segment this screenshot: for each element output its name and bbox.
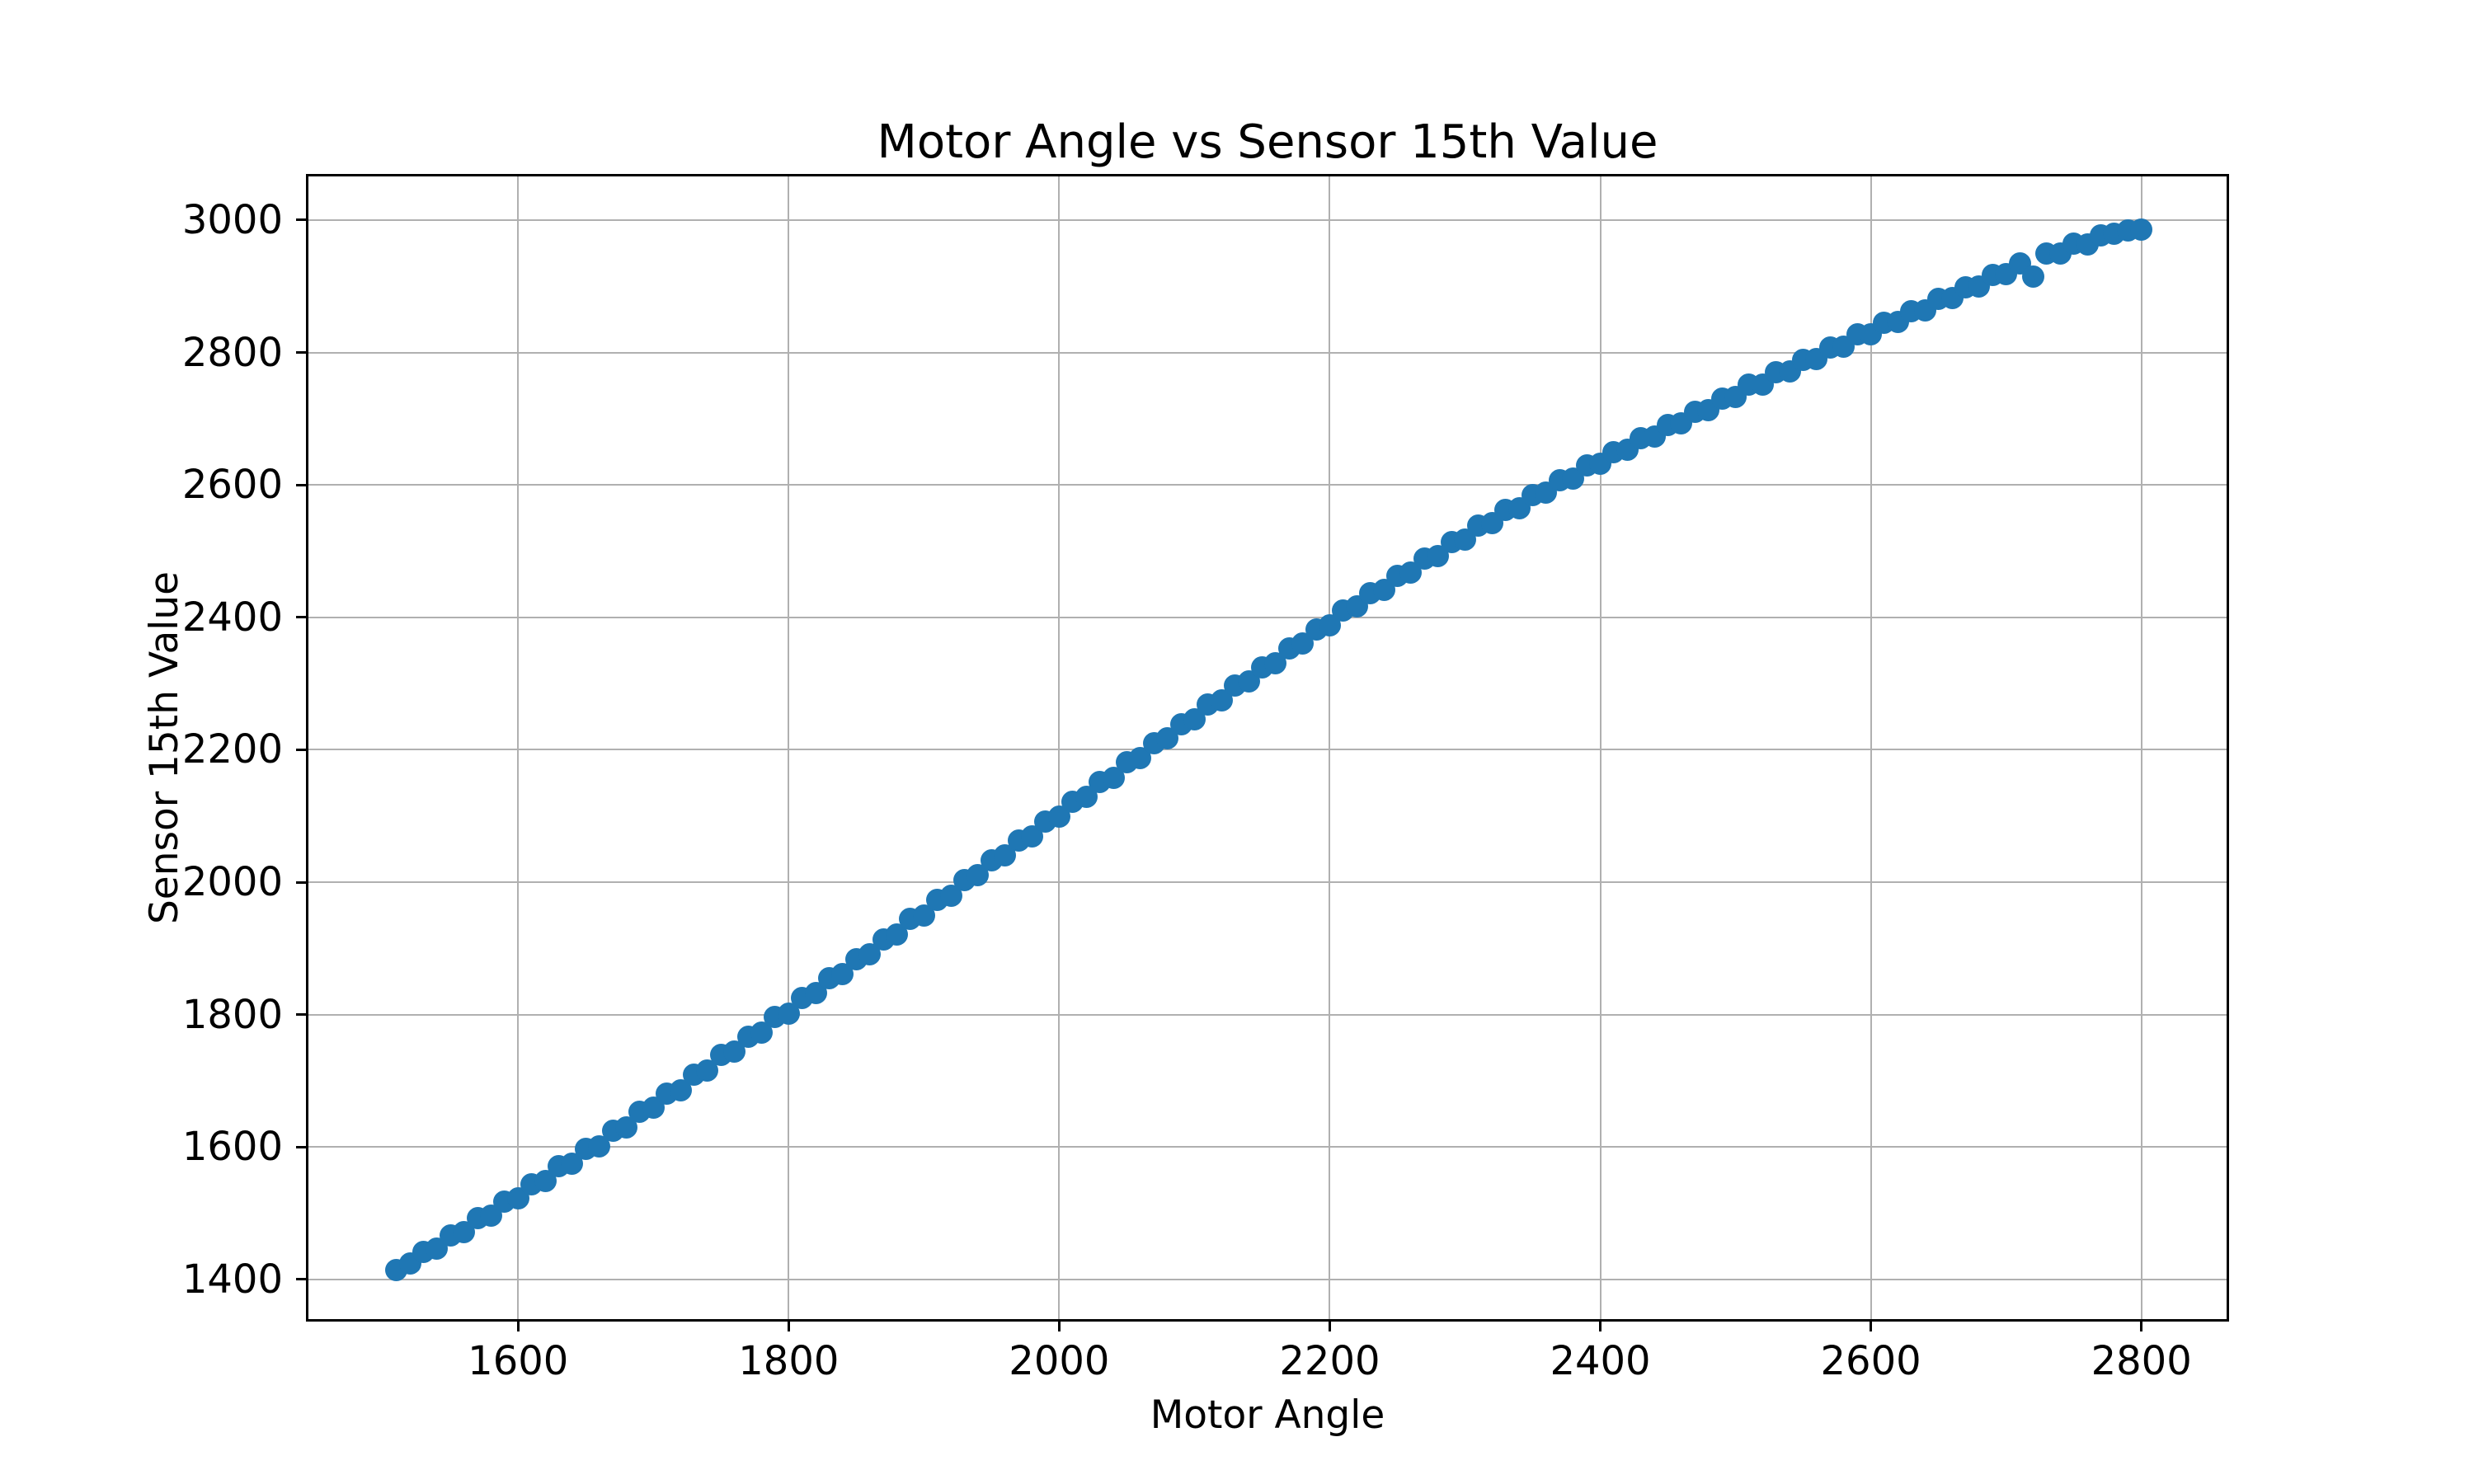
gridline-y xyxy=(308,1013,2227,1016)
x-tick-mark xyxy=(1328,1319,1331,1331)
gridline-x xyxy=(1329,176,1331,1319)
chart-title: Motor Angle vs Sensor 15th Value xyxy=(877,115,1658,169)
gridline-y xyxy=(308,351,2227,354)
gridline-x xyxy=(1058,176,1061,1319)
x-tick-mark xyxy=(516,1319,520,1331)
y-tick-label: 2200 xyxy=(181,726,283,773)
x-tick-mark xyxy=(1057,1319,1061,1331)
y-tick-mark xyxy=(296,483,308,486)
x-tick-label: 2400 xyxy=(1550,1338,1651,1384)
data-point xyxy=(2021,265,2044,288)
y-tick-label: 1600 xyxy=(181,1124,283,1171)
plot-area xyxy=(308,176,2227,1319)
gridline-x xyxy=(1870,176,1872,1319)
x-tick-label: 1800 xyxy=(738,1338,840,1384)
y-tick-mark xyxy=(296,1145,308,1148)
gridline-y xyxy=(308,484,2227,486)
gridline-y xyxy=(308,1146,2227,1148)
gridline-x xyxy=(1599,176,1602,1319)
y-tick-label: 2800 xyxy=(181,329,283,376)
y-tick-mark xyxy=(296,351,308,355)
x-tick-label: 2000 xyxy=(1009,1338,1110,1384)
gridline-y xyxy=(308,881,2227,883)
data-point xyxy=(2130,218,2153,241)
x-tick-label: 2200 xyxy=(1279,1338,1380,1384)
y-tick-mark xyxy=(296,218,308,222)
y-tick-label: 2600 xyxy=(181,462,283,509)
y-tick-mark xyxy=(296,1013,308,1017)
y-axis-label: Sensor 15th Value xyxy=(142,571,187,925)
y-tick-label: 2400 xyxy=(181,594,283,641)
y-tick-label: 2000 xyxy=(181,859,283,905)
y-tick-mark xyxy=(296,616,308,619)
x-tick-mark xyxy=(1870,1319,1873,1331)
x-tick-mark xyxy=(2140,1319,2143,1331)
y-tick-label: 1800 xyxy=(181,991,283,1038)
x-tick-label: 2600 xyxy=(1820,1338,1921,1384)
x-tick-label: 1600 xyxy=(468,1338,569,1384)
y-tick-label: 3000 xyxy=(181,196,283,243)
x-tick-label: 2800 xyxy=(2091,1338,2192,1384)
gridline-x xyxy=(517,176,520,1319)
x-tick-mark xyxy=(1599,1319,1602,1331)
y-tick-mark xyxy=(296,881,308,884)
y-tick-label: 1400 xyxy=(181,1256,283,1303)
gridline-x xyxy=(788,176,790,1319)
y-tick-mark xyxy=(296,1278,308,1281)
x-axis-label: Motor Angle xyxy=(1150,1392,1385,1438)
x-tick-mark xyxy=(787,1319,790,1331)
y-tick-mark xyxy=(296,748,308,751)
gridline-y xyxy=(308,616,2227,618)
gridline-x xyxy=(2140,176,2142,1319)
gridline-y xyxy=(308,1278,2227,1280)
gridline-y xyxy=(308,749,2227,751)
gridline-y xyxy=(308,218,2227,221)
